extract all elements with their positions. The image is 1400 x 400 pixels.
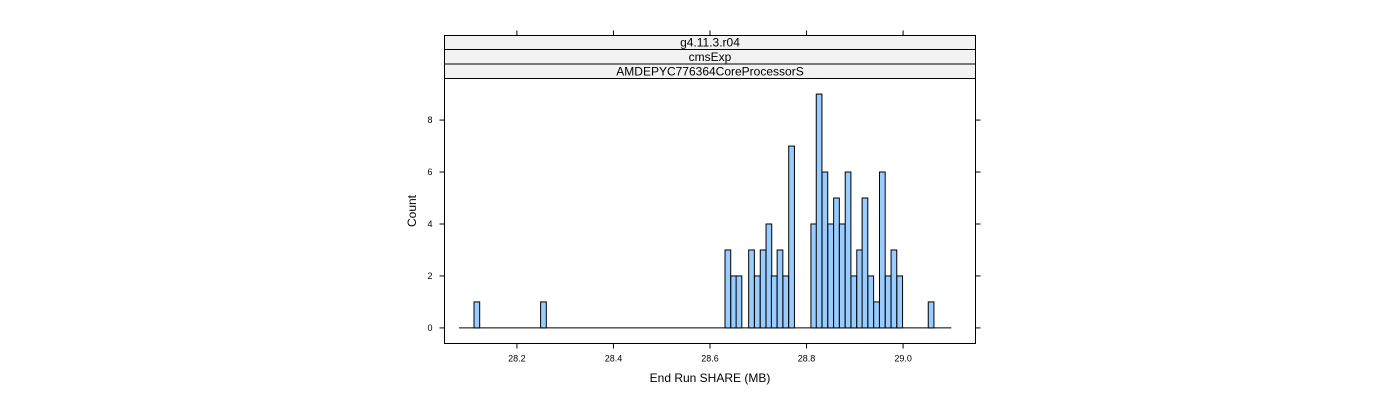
x-tick-label: 28.2 <box>508 354 526 364</box>
histogram-bar-30 <box>927 301 935 329</box>
x-tick-label: 29.0 <box>894 354 912 364</box>
histogram-bar-11 <box>776 249 784 329</box>
histogram-bar-13 <box>788 145 795 329</box>
histogram-bar-26 <box>878 171 886 329</box>
x-tick-label: 28.4 <box>605 354 623 364</box>
histogram-bar-3 <box>724 249 732 329</box>
histogram-bar-27 <box>884 275 892 329</box>
histogram-bar-20 <box>844 171 852 329</box>
x-tick-label: 28.6 <box>701 354 719 364</box>
y-tick-label: 8 <box>427 115 432 125</box>
y-tick-label: 6 <box>427 167 432 177</box>
histogram-bar-24 <box>867 275 875 329</box>
y-tick-label: 4 <box>427 219 432 229</box>
histogram-bar-1 <box>473 301 481 329</box>
x-tick-label: 28.8 <box>798 354 816 364</box>
histogram-bar-18 <box>833 197 840 329</box>
histogram-bar-10 <box>770 275 778 329</box>
histogram-bar-6 <box>748 249 755 329</box>
histogram-bar-25 <box>873 301 880 329</box>
strip-2-label: cmsExp <box>689 50 732 64</box>
histogram-bar-19 <box>838 223 846 329</box>
histogram-bar-8 <box>759 249 767 329</box>
y-axis-title: Count <box>405 194 419 227</box>
histogram-bar-2 <box>540 301 547 329</box>
histogram-bar-16 <box>821 171 829 329</box>
histogram-bar-15 <box>815 93 823 329</box>
bar-series <box>458 93 952 329</box>
histogram-bar-21 <box>850 275 858 329</box>
histogram-bar-12 <box>782 275 790 329</box>
strip-3-label: AMDEPYC776364CoreProcessorS <box>616 65 803 79</box>
strip-headers: g4.11.3.r04 cmsExp AMDEPYC776364CoreProc… <box>444 35 976 79</box>
y-tick-label: 2 <box>427 271 432 281</box>
histogram-bar-29 <box>896 275 904 329</box>
histogram-bar-7 <box>753 275 761 329</box>
x-axis: 28.2 28.4 28.6 28.8 29.0 <box>508 30 912 364</box>
histogram-bar-5 <box>735 275 743 329</box>
y-axis: 0 2 4 6 8 <box>427 115 981 333</box>
histogram-bar-17 <box>827 223 835 329</box>
histogram-bar-28 <box>890 249 898 329</box>
x-axis-title: End Run SHARE (MB) <box>650 371 771 385</box>
histogram-bar-23 <box>861 197 869 329</box>
y-tick-label: 0 <box>427 323 432 333</box>
strip-1-label: g4.11.3.r04 <box>680 36 740 50</box>
